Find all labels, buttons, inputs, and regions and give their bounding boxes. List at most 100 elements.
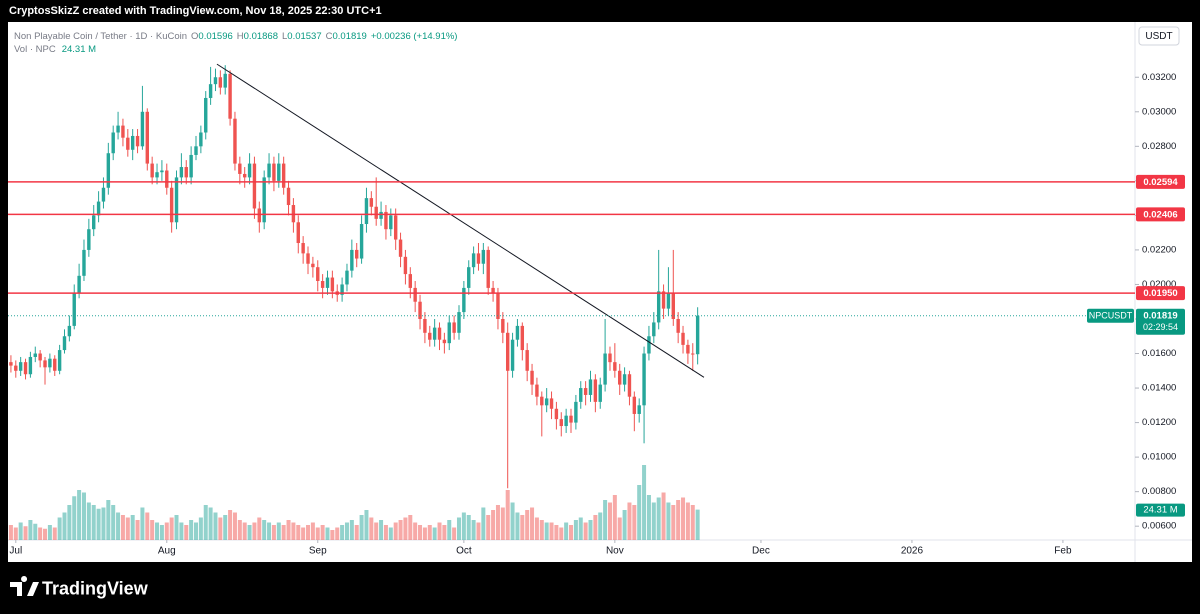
volume-bar (62, 512, 67, 540)
volume-bar (422, 527, 427, 540)
candle-body (437, 327, 442, 340)
candle-body (67, 325, 72, 337)
volume-bar (491, 510, 496, 540)
candle-body (549, 398, 554, 409)
y-tick-label: 0.00600 (1142, 521, 1176, 532)
volume-bar (510, 502, 515, 540)
volume-bar (262, 520, 267, 540)
candle-body (598, 384, 602, 402)
candle-body (384, 211, 388, 230)
candle-body (160, 170, 164, 173)
low-value: 0.01537 (287, 31, 321, 42)
candle-body (257, 208, 262, 223)
candle-body (9, 362, 13, 366)
volume-bar (193, 522, 199, 540)
key: O (191, 31, 198, 42)
volume-bar (393, 522, 398, 540)
candle-body (169, 187, 174, 223)
volume-bar (23, 526, 28, 540)
candles (9, 65, 700, 489)
candle-body (111, 132, 115, 154)
volume-bar (432, 527, 437, 540)
candle-body (505, 332, 510, 371)
volume-bar (617, 517, 622, 540)
volume-bar (135, 520, 140, 540)
volume-bars (8, 465, 700, 540)
currency: USDT (1145, 31, 1172, 42)
key: H (237, 31, 244, 42)
volume-bar (13, 527, 18, 540)
candle-body (423, 318, 427, 333)
volume-bar (38, 527, 43, 540)
candle-body (583, 388, 588, 395)
volume-bar (155, 522, 160, 540)
candle-body (559, 419, 563, 427)
volume-bar (637, 485, 642, 540)
volume-bar (286, 520, 291, 540)
volume-bar (296, 525, 301, 540)
volume-bar (150, 520, 155, 540)
candle-body (155, 172, 159, 178)
candle-body (379, 211, 383, 219)
y-tick-label: 0.02000 (1142, 279, 1176, 290)
volume-bar (403, 517, 408, 540)
candle-body (364, 198, 369, 225)
volume-axis-label: 24.31 M (1143, 505, 1177, 516)
x-tick-label: Oct (456, 546, 472, 557)
candle-body (432, 327, 437, 340)
volume-bar (43, 528, 48, 540)
candle-body (194, 146, 198, 155)
candle-body (471, 253, 476, 268)
volume-bar (495, 505, 500, 540)
level-label: 0.01950 (1143, 288, 1177, 299)
candle-body (184, 167, 188, 178)
volume-bar (52, 527, 57, 540)
candle-body (48, 358, 52, 368)
volume-bar (184, 525, 189, 540)
candle-body (223, 73, 227, 88)
candle-body (462, 287, 466, 313)
open-value: 0.01596 (198, 31, 232, 42)
volume-bar (111, 505, 116, 540)
volume-bar (223, 515, 228, 540)
x-tick-label: Feb (1054, 546, 1072, 557)
volume-bar (364, 510, 369, 540)
candle-body (501, 318, 505, 333)
volume-bar (471, 520, 476, 540)
candle-body (286, 187, 291, 206)
volume-bar (661, 492, 666, 540)
volume-bar (520, 515, 525, 540)
y-tick-label: 0.02800 (1142, 141, 1176, 152)
candle-body (691, 353, 695, 355)
volume-bar (140, 507, 145, 540)
symbol-title: Non Playable Coin / Tether · 1D · KuCoin (14, 31, 187, 42)
volume-bar (612, 495, 617, 540)
volume-bar (174, 515, 179, 540)
candle-body (135, 135, 140, 147)
volume-bar (593, 515, 598, 540)
brand: TradingView (42, 578, 149, 598)
key: L (282, 31, 287, 42)
volume-bar (466, 515, 471, 540)
volume-bar (690, 505, 695, 540)
candle-body (92, 215, 96, 230)
volume-bar (427, 525, 432, 540)
volume-bar (559, 527, 564, 540)
legend-line: Non Playable Coin / Tether · 1D · KuCoin… (14, 31, 457, 42)
candle-body (389, 215, 393, 230)
volume-bar (257, 517, 262, 540)
candle-body (569, 415, 573, 423)
key: C (326, 31, 333, 42)
currency-box[interactable] (1138, 26, 1180, 46)
candle-body (38, 353, 42, 361)
volume-title: Vol · NPC (14, 44, 56, 55)
candle-body (627, 374, 632, 397)
candle-body (130, 135, 135, 150)
candle-body (165, 170, 169, 188)
volume-bar (276, 522, 281, 540)
y-tick-label: 0.01600 (1142, 348, 1176, 359)
volume-bar (315, 527, 320, 540)
volume-bar (340, 525, 345, 540)
level-label-box (1136, 286, 1185, 301)
volume-bar (72, 496, 77, 540)
